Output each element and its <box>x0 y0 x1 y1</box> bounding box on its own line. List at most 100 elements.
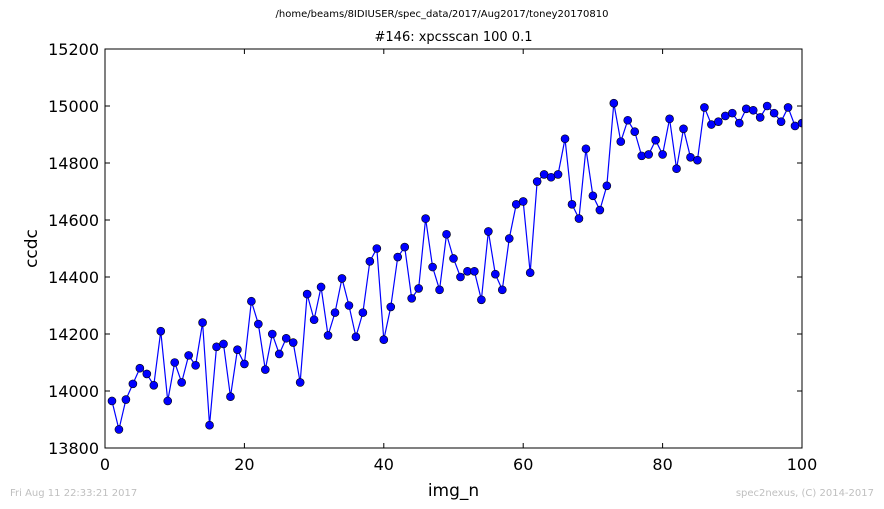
x-tick-label: 20 <box>234 455 254 474</box>
data-point <box>365 257 375 266</box>
data-point <box>428 262 437 272</box>
data-point <box>358 308 368 317</box>
data-point <box>393 252 403 262</box>
data-point <box>121 395 131 404</box>
data-point <box>323 331 333 340</box>
data-point <box>651 135 660 145</box>
data-point <box>595 205 605 215</box>
data-point <box>755 113 765 122</box>
data-point <box>630 127 640 136</box>
data-point <box>714 117 723 126</box>
x-axis-label: img_n <box>428 481 479 501</box>
data-point <box>567 200 577 209</box>
data-point <box>128 379 138 389</box>
data-point <box>602 181 612 191</box>
data-point <box>741 104 751 114</box>
y-tick-label: 14200 <box>48 325 99 344</box>
data-point <box>344 301 354 310</box>
data-point <box>316 282 326 292</box>
data-point <box>142 369 152 379</box>
data-point <box>658 150 667 159</box>
data-point <box>504 234 514 243</box>
data-point <box>518 197 528 206</box>
y-tick-label: 14000 <box>48 382 99 401</box>
data-point <box>240 359 249 369</box>
data-point <box>609 98 619 108</box>
data-point <box>247 296 256 306</box>
data-point <box>762 101 772 111</box>
data-point <box>372 244 382 253</box>
data-point <box>734 118 744 128</box>
data-point <box>442 229 451 239</box>
footer-timestamp: Fri Aug 11 22:33:21 2017 <box>10 488 138 499</box>
footer-credit: spec2nexus, (C) 2014-2017 <box>735 488 874 499</box>
y-tick-label: 14600 <box>48 211 99 230</box>
series-line <box>111 103 802 430</box>
data-point <box>198 318 207 327</box>
data-point <box>560 134 570 144</box>
x-tick-label: 60 <box>513 455 533 474</box>
data-point <box>693 155 702 165</box>
data-point <box>135 363 145 373</box>
data-point <box>414 284 423 293</box>
x-tick-label: 0 <box>100 455 110 474</box>
y-axis-label: ccdc <box>22 229 42 268</box>
data-point <box>205 420 214 430</box>
data-point <box>386 302 396 312</box>
y-tick-label: 14400 <box>48 268 99 287</box>
data-point <box>184 351 193 360</box>
data-point <box>295 378 305 387</box>
chart-title: #146: xpcsscan 100 0.1 <box>374 30 533 45</box>
data-point <box>267 329 277 339</box>
data-point <box>149 380 159 390</box>
data-point <box>574 214 584 223</box>
series-layer <box>107 98 802 434</box>
data-point <box>783 103 793 112</box>
data-point <box>400 242 410 252</box>
data-point <box>672 164 681 173</box>
data-point <box>274 349 284 359</box>
data-point <box>679 124 688 134</box>
data-point <box>497 285 507 295</box>
data-point <box>637 151 646 161</box>
y-tick-label: 15000 <box>48 97 99 116</box>
data-point <box>491 269 500 279</box>
data-point <box>525 268 535 278</box>
data-point <box>588 191 598 201</box>
data-point <box>470 266 479 276</box>
data-point <box>288 338 298 347</box>
data-point <box>616 137 626 146</box>
data-point <box>727 108 737 118</box>
data-point <box>337 274 347 283</box>
data-point <box>379 335 389 345</box>
data-point <box>114 425 124 434</box>
data-point <box>163 396 173 406</box>
file-path-header: /home/beams/8IDIUSER/spec_data/2017/Aug2… <box>275 9 609 20</box>
data-point <box>219 339 228 349</box>
data-point <box>281 333 291 343</box>
data-point <box>797 118 802 128</box>
data-point <box>553 170 563 179</box>
data-point <box>484 227 493 236</box>
data-point <box>769 108 779 118</box>
ticks-layer: 0 20 40 60 80 100 13800 14000 14200 14400 14600 148… <box>48 40 817 474</box>
data-point <box>351 332 361 342</box>
x-tick-label: 80 <box>652 455 672 474</box>
data-point <box>700 103 709 112</box>
data-point <box>456 272 465 282</box>
data-point <box>477 295 486 305</box>
plot-frame <box>104 48 803 449</box>
y-tick-label: 14800 <box>48 154 99 173</box>
x-tick-label: 40 <box>374 455 394 474</box>
data-point <box>233 345 242 354</box>
data-point <box>435 285 444 295</box>
data-point <box>449 254 458 263</box>
data-point <box>407 294 416 303</box>
data-point <box>302 289 312 299</box>
y-tick-label: 13800 <box>48 439 99 458</box>
data-point <box>191 361 200 370</box>
data-point <box>532 177 542 186</box>
data-point <box>665 114 674 124</box>
data-point <box>581 144 591 154</box>
